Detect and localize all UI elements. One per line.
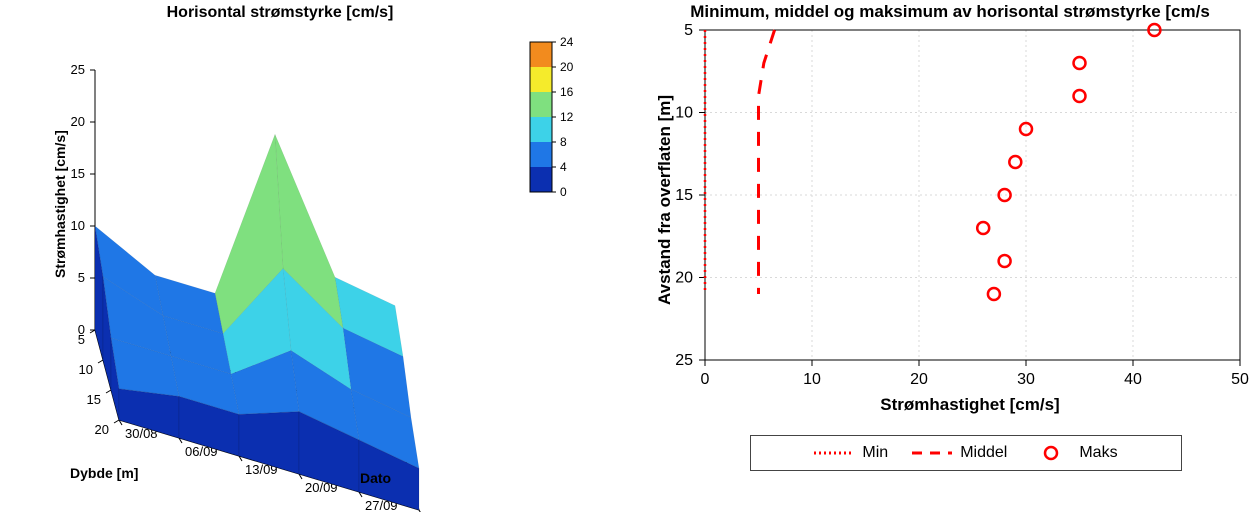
svg-text:10: 10 — [803, 371, 821, 388]
svg-text:30: 30 — [1017, 371, 1035, 388]
svg-text:5: 5 — [684, 22, 693, 39]
svg-text:4: 4 — [560, 160, 567, 174]
svg-text:25: 25 — [675, 352, 693, 369]
svg-text:16: 16 — [560, 85, 574, 99]
legend-item-min: Min — [814, 443, 888, 463]
svg-text:15: 15 — [71, 166, 85, 181]
svg-text:24: 24 — [560, 35, 574, 49]
left-z-axis-label: Strømhastighet [cm/s] — [52, 78, 68, 278]
svg-text:8: 8 — [560, 135, 567, 149]
svg-text:50: 50 — [1231, 371, 1249, 388]
left-3d-chart: Horisontal strømstyrke [cm/s] 0510152025… — [0, 0, 620, 512]
legend-swatch-min — [814, 443, 854, 463]
svg-text:10: 10 — [79, 362, 93, 377]
svg-text:10: 10 — [675, 105, 693, 122]
svg-text:20: 20 — [95, 422, 109, 437]
legend-swatch-middel — [912, 443, 952, 463]
svg-text:5: 5 — [78, 332, 85, 347]
svg-text:25: 25 — [71, 62, 85, 77]
svg-text:20: 20 — [910, 371, 928, 388]
svg-text:0: 0 — [701, 371, 710, 388]
legend-label-middel: Middel — [960, 444, 1007, 462]
svg-text:20: 20 — [675, 270, 693, 287]
left-chart-svg: 0510152025510152030/0806/0913/0920/0927/… — [0, 0, 620, 512]
svg-text:15: 15 — [675, 187, 693, 204]
svg-text:10: 10 — [71, 218, 85, 233]
svg-text:5: 5 — [78, 270, 85, 285]
svg-text:20: 20 — [560, 60, 574, 74]
left-x-axis-label: Dybde [m] — [70, 465, 138, 481]
left-y-axis-label: Dato — [360, 470, 391, 486]
svg-text:15: 15 — [87, 392, 101, 407]
legend-item-maks: Maks — [1031, 443, 1117, 463]
right-y-axis-label: Avstand fra overflaten [m] — [655, 80, 675, 320]
legend-label-maks: Maks — [1079, 444, 1117, 462]
svg-text:0: 0 — [560, 185, 567, 199]
svg-text:40: 40 — [1124, 371, 1142, 388]
legend-swatch-maks — [1031, 443, 1071, 463]
svg-text:12: 12 — [560, 110, 574, 124]
right-chart-svg: 0 10 20 30 40 50 5 10 15 20 25 — [620, 0, 1259, 460]
svg-text:20: 20 — [71, 114, 85, 129]
right-chart: Minimum, middel og maksimum av horisonta… — [620, 0, 1259, 512]
legend-label-min: Min — [862, 444, 888, 462]
legend-item-middel: Middel — [912, 443, 1007, 463]
right-legend: Min Middel Maks — [750, 435, 1182, 471]
right-x-axis-label: Strømhastighet [cm/s] — [820, 395, 1120, 415]
